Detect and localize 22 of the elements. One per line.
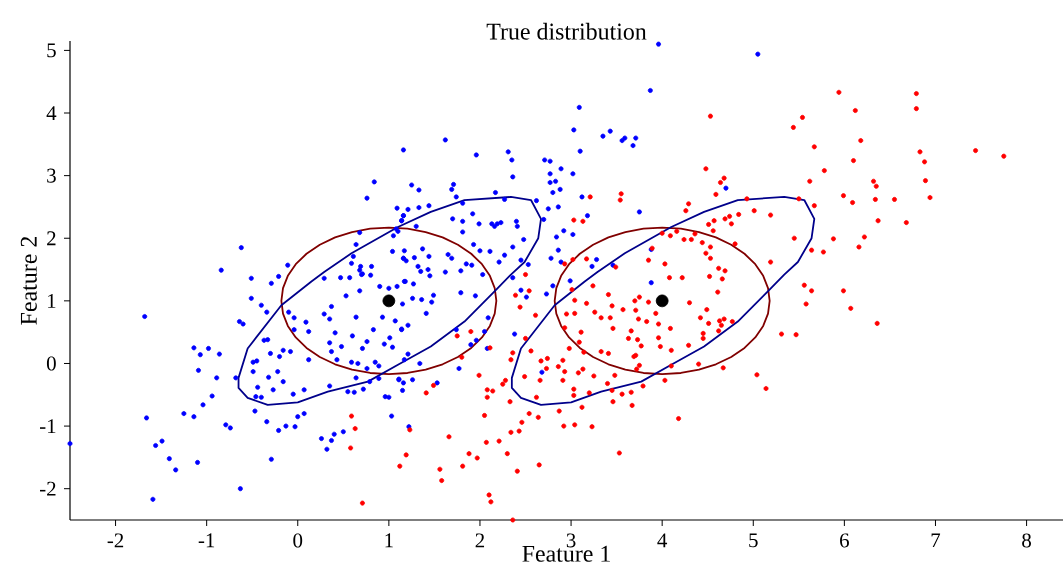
x-tick-label: 7	[931, 533, 941, 548]
x-tick-label: 6	[840, 533, 849, 548]
y-tick-label: 1	[48, 293, 56, 308]
y-tick-label: 0	[46, 356, 56, 371]
x-tick-label: 5	[749, 533, 758, 548]
x-tick-label: -1	[198, 533, 215, 548]
x-tick-label: 1	[385, 533, 393, 548]
x-tick-label: 0	[293, 533, 303, 548]
y-tick-label: 5	[47, 43, 56, 58]
x-tick-label: -2	[107, 533, 124, 548]
x-tick-label: 3	[566, 533, 576, 548]
y-tick-label: -2	[39, 481, 56, 496]
x-tick-label: 4	[657, 533, 668, 548]
y-tick-label: 2	[47, 231, 56, 246]
x-tick-label: 2	[475, 533, 485, 548]
y-tick-label: 4	[46, 106, 57, 120]
y-tick-label: -1	[39, 419, 56, 433]
y-tick-label: 3	[47, 168, 56, 183]
x-tick-label: 8	[1022, 533, 1031, 548]
y-axis-title: Feature 2	[20, 237, 37, 325]
chart-title: True distribution	[486, 22, 647, 40]
x-axis-title: Feature 1	[522, 545, 610, 562]
